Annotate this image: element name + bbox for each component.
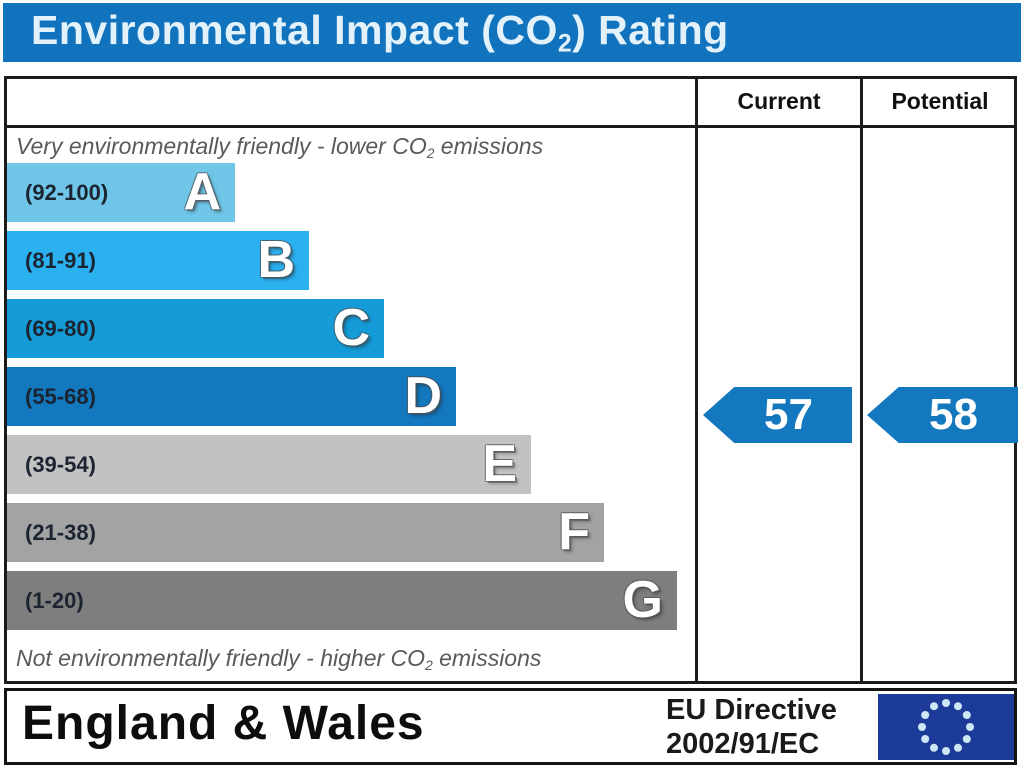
band-range-label: (92-100) <box>25 179 109 205</box>
potential-value: 58 <box>929 390 978 439</box>
band-letter: F <box>558 502 590 561</box>
band-bar-g: (1-20) G <box>7 571 677 630</box>
band-letter: A <box>183 162 221 221</box>
band-letter: B <box>257 230 295 289</box>
header-divider <box>7 125 1017 128</box>
band-letter: D <box>404 366 442 425</box>
band-range-label: (69-80) <box>25 315 96 341</box>
band-row-b: (81-91) B <box>7 231 309 290</box>
band-range-label: (39-54) <box>25 451 96 477</box>
band-letter: E <box>482 434 517 493</box>
page-title: Environmental Impact (CO2) Rating <box>31 6 729 58</box>
potential-column-header: Potential <box>891 88 989 114</box>
band-row-c: (69-80) C <box>7 299 384 358</box>
potential-arrow: 58 <box>867 387 1018 443</box>
band-row-a: (92-100) A <box>7 163 235 222</box>
band-bar-c: (69-80) C <box>7 299 384 358</box>
top-note: Very environmentally friendly - lower CO… <box>16 133 544 162</box>
band-bar-f: (21-38) F <box>7 503 604 562</box>
band-range-label: (81-91) <box>25 247 96 273</box>
region-label: England & Wales <box>22 697 425 750</box>
eu-directive-line2: 2002/91/EC <box>666 728 820 760</box>
band-bar-a: (92-100) A <box>7 163 235 222</box>
current-column-header: Current <box>737 88 821 114</box>
band-range-label: (55-68) <box>25 383 96 409</box>
footer-box <box>4 688 1017 765</box>
current-value: 57 <box>764 390 813 439</box>
band-bar-b: (81-91) B <box>7 231 309 290</box>
eu-directive-label: EU Directive 2002/91/EC <box>666 693 837 761</box>
band-row-f: (21-38) F <box>7 503 604 562</box>
band-range-label: (21-38) <box>25 519 96 545</box>
eu-directive-line1: EU Directive <box>666 694 837 726</box>
column-divider-potential <box>860 79 863 681</box>
band-bar-e: (39-54) E <box>7 435 531 494</box>
band-row-d: (55-68) D <box>7 367 456 426</box>
eu-flag-icon <box>878 694 1014 760</box>
band-row-g: (1-20) G <box>7 571 677 630</box>
band-row-e: (39-54) E <box>7 435 531 494</box>
band-range-label: (1-20) <box>25 587 84 613</box>
bottom-note: Not environmentally friendly - higher CO… <box>16 645 542 674</box>
column-divider-current <box>695 79 698 681</box>
band-bar-d: (55-68) D <box>7 367 456 426</box>
band-letter: G <box>622 570 663 629</box>
current-arrow: 57 <box>703 387 852 443</box>
title-bar: Environmental Impact (CO2) Rating <box>3 3 1021 62</box>
band-letter: C <box>332 298 370 357</box>
